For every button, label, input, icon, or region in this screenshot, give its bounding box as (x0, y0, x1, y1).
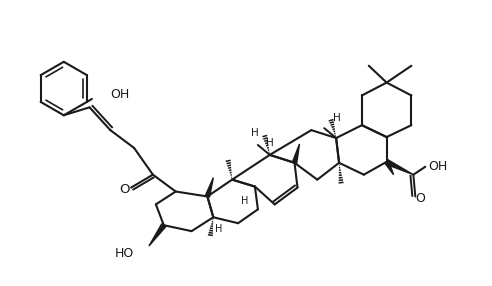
Text: H: H (333, 113, 341, 123)
Text: H: H (215, 224, 222, 234)
Polygon shape (205, 178, 214, 197)
Polygon shape (386, 160, 413, 175)
Text: HO: HO (115, 247, 134, 261)
Text: H: H (241, 196, 248, 206)
Text: H: H (251, 128, 259, 138)
Text: OH: OH (428, 160, 447, 173)
Text: O: O (119, 183, 129, 196)
Polygon shape (292, 144, 300, 163)
Polygon shape (149, 224, 166, 246)
Text: O: O (415, 192, 425, 205)
Text: H: H (266, 138, 274, 148)
Text: OH: OH (111, 88, 130, 102)
Polygon shape (385, 161, 394, 175)
